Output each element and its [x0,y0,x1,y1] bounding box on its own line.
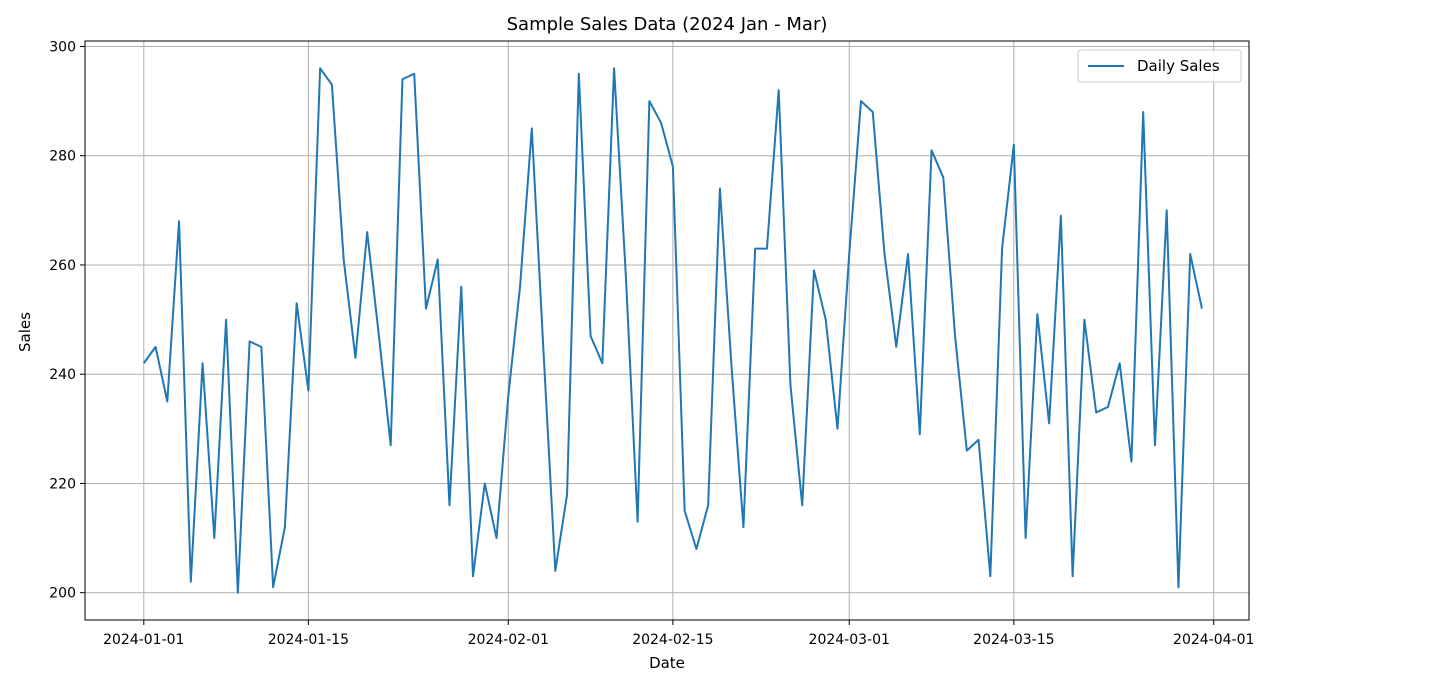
series-line-daily-sales [142,67,1203,594]
x-axis-ticks: 2024-01-01 2024-01-15 2024-02-01 2024-02-15… [103,620,1254,648]
chart-title: Sample Sales Data (2024 Jan - Mar) [507,14,828,35]
y-tick-label: 260 [49,258,76,274]
x-tick-label: 2024-03-15 [973,632,1054,648]
y-tick-label: 200 [49,586,76,602]
y-tick-label: 240 [49,367,76,383]
y-tick-label: 220 [49,476,76,492]
x-tick-label: 2024-03-01 [809,632,890,648]
legend-box [1077,49,1242,83]
legend: Daily Sales [1077,49,1242,83]
x-tick-label: 2024-01-01 [103,632,184,648]
y-axis-ticks: 200 220 240 260 280 300 [49,39,85,602]
y-tick-label: 300 [49,39,76,55]
y-tick-label: 280 [49,149,76,165]
line-layer [142,67,1203,594]
x-tick-label: 2024-04-01 [1173,632,1254,648]
x-tick-label: 2024-02-15 [632,632,713,648]
legend-label-daily-sales: Daily Sales [1137,57,1220,75]
axes-layer [84,40,1250,621]
x-tick-label: 2024-02-01 [468,632,549,648]
grid-layer [85,41,1249,620]
y-axis-label: Sales [16,312,34,352]
plot-frame [84,40,1250,621]
x-axis-label: Date [649,654,685,672]
x-tick-label: 2024-01-15 [268,632,349,648]
